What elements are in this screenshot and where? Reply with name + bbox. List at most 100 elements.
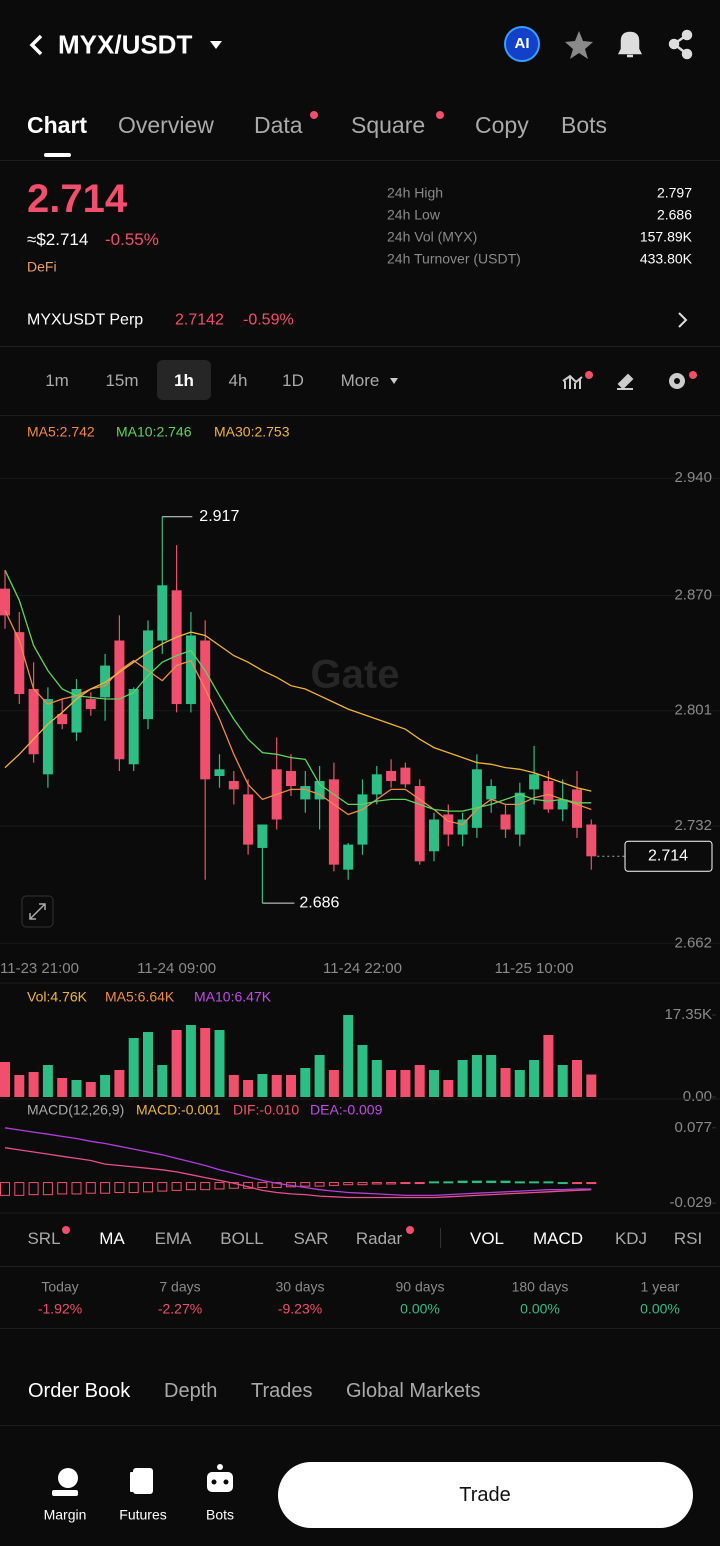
trade-label[interactable]: Trade	[459, 1484, 511, 1506]
futures-icon[interactable]	[130, 1468, 153, 1494]
volume-bar	[572, 1059, 582, 1097]
interval[interactable]: 4h	[228, 370, 248, 390]
divider	[0, 1328, 720, 1329]
tab[interactable]: Data	[254, 112, 303, 139]
y-tick-label: 0.00	[683, 1088, 712, 1105]
volume-bar	[300, 1067, 311, 1097]
ma-line	[4, 569, 592, 812]
chevron-icon[interactable]	[675, 310, 691, 330]
volume-bar	[143, 1032, 153, 1097]
volume-bar	[57, 1078, 68, 1097]
indicator[interactable]: RSI	[673, 1228, 703, 1248]
indicator[interactable]: BOLL	[220, 1228, 264, 1248]
y-tick-label: 0.077	[674, 1119, 712, 1136]
alert-icon[interactable]	[617, 31, 643, 58]
indicator[interactable]: EMA	[154, 1228, 192, 1248]
macd-bar	[171, 1182, 182, 1191]
y-tick-label: 2.662	[674, 934, 712, 951]
macd-bar	[429, 1181, 439, 1184]
volume-bar	[257, 1073, 268, 1097]
tab[interactable]: Chart	[27, 112, 88, 139]
legend-entry: MA5:6.64K	[105, 989, 175, 1005]
tab[interactable]: Copy	[475, 112, 529, 139]
volume-bar	[286, 1074, 296, 1097]
macd-bar	[514, 1181, 525, 1184]
interval-selected-bg	[157, 360, 211, 400]
candle-body	[400, 767, 411, 785]
more-dropdown[interactable]	[390, 378, 398, 384]
candle-body	[343, 844, 354, 870]
legend-entry: MA10:2.746	[116, 424, 192, 440]
margin-icon[interactable]	[52, 1468, 78, 1496]
price-tag-label: 2.714	[648, 848, 688, 865]
macd-bar	[486, 1180, 497, 1184]
macd-bar	[386, 1182, 397, 1185]
book-tab[interactable]: Trades	[251, 1380, 313, 1402]
book-tab[interactable]: Depth	[164, 1380, 218, 1402]
sector-tag[interactable]: DeFi	[27, 258, 57, 275]
star-icon[interactable]	[565, 31, 593, 59]
tab[interactable]: Overview	[118, 112, 214, 139]
interval[interactable]: More	[340, 370, 380, 390]
dropdown-icon[interactable]	[210, 41, 222, 49]
tab[interactable]: Square	[351, 112, 426, 139]
stat-value: 2.797	[656, 184, 692, 201]
interval[interactable]: 1m	[45, 370, 69, 390]
candle-body	[57, 714, 68, 725]
candle-body	[42, 699, 53, 775]
candle-body	[586, 824, 597, 857]
pair-title[interactable]: MYX/USDT	[58, 29, 193, 60]
draw-icon[interactable]	[617, 373, 634, 390]
tab[interactable]: Bots	[561, 112, 608, 139]
expand-button[interactable]	[21, 895, 54, 928]
ai-icon[interactable]	[504, 26, 540, 62]
interval[interactable]: 15m	[105, 370, 139, 390]
volume-bar	[214, 1029, 225, 1097]
badge	[310, 111, 318, 119]
volume-bar	[514, 1070, 525, 1097]
interval[interactable]: 1h	[174, 370, 194, 390]
candle-body	[429, 819, 439, 852]
indicator[interactable]: SAR	[293, 1228, 329, 1248]
candle-body	[443, 814, 454, 835]
back-icon[interactable]	[29, 34, 43, 56]
last-price: 2.714	[27, 177, 128, 221]
y-tick-label: 17.35K	[664, 1006, 712, 1023]
macd-bar	[557, 1182, 568, 1185]
indicator[interactable]: MACD	[532, 1228, 584, 1248]
book-tab[interactable]: Order Book	[28, 1380, 131, 1402]
volume-bar	[71, 1079, 82, 1097]
candle-body	[514, 792, 525, 835]
candle-body	[243, 794, 254, 845]
nav-label[interactable]: Bots	[205, 1506, 235, 1523]
nav-label[interactable]: Margin	[43, 1506, 87, 1523]
share-icon[interactable]	[668, 29, 693, 60]
macd-bar	[529, 1181, 540, 1184]
macd-bar	[0, 1182, 10, 1196]
candle-body	[157, 585, 168, 641]
perp-name[interactable]: MYXUSDT Perp	[27, 311, 144, 329]
ai-label[interactable]: AI	[514, 35, 530, 52]
x-tick-label: 11-24 22:00	[323, 960, 402, 977]
volume-bar	[471, 1054, 482, 1097]
book-tab[interactable]: Global Markets	[346, 1380, 481, 1402]
indicator-icon[interactable]	[562, 374, 583, 389]
badge	[62, 1226, 70, 1234]
bots-icon[interactable]	[207, 1464, 233, 1492]
indicator[interactable]: Radar	[355, 1228, 403, 1248]
divider	[0, 346, 720, 347]
indicator[interactable]: MA	[99, 1228, 125, 1248]
indicator[interactable]: KDJ	[614, 1228, 648, 1248]
settings-icon[interactable]	[669, 373, 685, 389]
interval[interactable]: 1D	[282, 370, 304, 390]
nav-label[interactable]: Futures	[119, 1506, 167, 1523]
indicator[interactable]: SRL	[27, 1228, 61, 1248]
candle-body	[114, 640, 125, 760]
volume-bar	[500, 1067, 511, 1097]
candle-body	[371, 774, 382, 795]
trade-button[interactable]	[278, 1462, 693, 1528]
indicator[interactable]: VOL	[469, 1228, 505, 1248]
usd-price: ≈$2.714	[27, 229, 89, 249]
period-change: -9.23%	[277, 1300, 323, 1317]
candle-body	[557, 799, 568, 810]
